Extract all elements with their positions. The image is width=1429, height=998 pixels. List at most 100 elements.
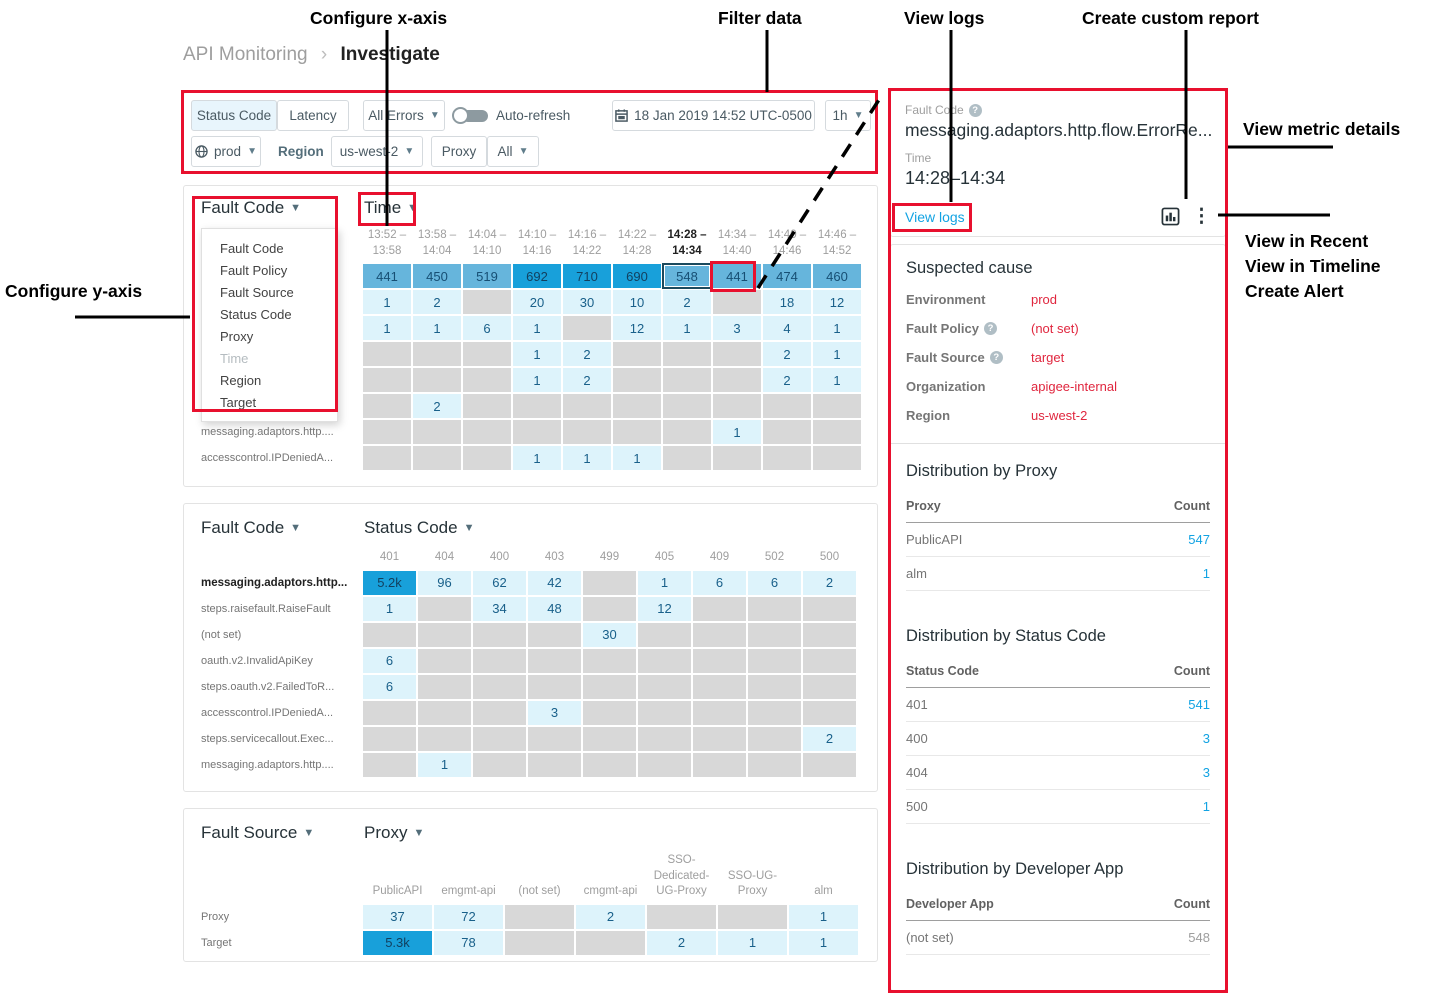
matrix-cell[interactable] — [418, 596, 471, 621]
matrix-cell[interactable] — [803, 700, 856, 725]
distribution-count[interactable]: 1 — [1202, 566, 1210, 581]
matrix-cell[interactable] — [638, 726, 691, 751]
matrix-cell[interactable] — [718, 904, 787, 929]
matrix-cell[interactable] — [613, 394, 661, 419]
matrix-cell[interactable]: 30 — [563, 290, 611, 315]
proxy-filter-dropdown[interactable]: All ▼ — [487, 136, 539, 167]
matrix-cell[interactable] — [748, 726, 801, 751]
matrix-cell[interactable]: 2 — [663, 290, 711, 315]
matrix-cell[interactable] — [583, 596, 636, 621]
matrix-cell[interactable] — [463, 394, 511, 419]
matrix-cell[interactable] — [563, 316, 611, 341]
matrix-cell[interactable] — [513, 394, 561, 419]
matrix-cell[interactable] — [763, 446, 811, 471]
matrix-cell[interactable]: 2 — [647, 930, 716, 955]
y-axis-selector[interactable]: Fault Code ▼ — [201, 518, 301, 538]
menu-item-proxy[interactable]: Proxy — [220, 328, 254, 344]
matrix-cell[interactable]: 6 — [693, 570, 746, 595]
matrix-cell[interactable]: 1 — [613, 446, 661, 471]
x-axis-selector[interactable]: Proxy ▼ — [364, 823, 424, 843]
matrix-cell[interactable] — [363, 420, 411, 445]
matrix-cell[interactable] — [528, 674, 581, 699]
matrix-cell[interactable] — [663, 342, 711, 367]
matrix-cell[interactable] — [713, 446, 761, 471]
matrix-cell[interactable]: 2 — [576, 904, 645, 929]
matrix-cell[interactable] — [583, 648, 636, 673]
matrix-cell[interactable] — [563, 420, 611, 445]
menu-item-fault-policy[interactable]: Fault Policy — [220, 262, 288, 278]
matrix-cell[interactable] — [418, 700, 471, 725]
matrix-cell[interactable] — [528, 648, 581, 673]
matrix-cell[interactable]: 5.3k — [363, 930, 432, 955]
matrix-cell[interactable]: 1 — [563, 446, 611, 471]
matrix-cell[interactable] — [363, 394, 411, 419]
matrix-cell[interactable]: 1 — [663, 316, 711, 341]
matrix-cell[interactable]: 62 — [473, 570, 526, 595]
matrix-cell[interactable] — [693, 752, 746, 777]
matrix-cell[interactable] — [413, 368, 461, 393]
y-axis-selector[interactable]: Fault Source ▼ — [201, 823, 314, 843]
matrix-cell[interactable]: 6 — [463, 316, 511, 341]
matrix-cell[interactable]: 12 — [638, 596, 691, 621]
matrix-cell[interactable] — [803, 648, 856, 673]
matrix-cell[interactable]: 1 — [713, 420, 761, 445]
matrix-cell[interactable]: 441 — [363, 264, 411, 289]
matrix-cell[interactable]: 441 — [713, 264, 761, 289]
matrix-cell[interactable]: 30 — [583, 622, 636, 647]
matrix-cell[interactable] — [418, 726, 471, 751]
matrix-cell[interactable] — [418, 648, 471, 673]
matrix-cell[interactable] — [638, 752, 691, 777]
matrix-cell[interactable]: 690 — [613, 264, 661, 289]
matrix-cell[interactable]: 2 — [803, 570, 856, 595]
matrix-cell[interactable] — [748, 622, 801, 647]
distribution-count[interactable]: 541 — [1188, 697, 1210, 712]
matrix-cell[interactable]: 1 — [363, 596, 416, 621]
matrix-cell[interactable] — [713, 394, 761, 419]
matrix-cell[interactable]: 450 — [413, 264, 461, 289]
datetime-picker[interactable]: 18 Jan 2019 14:52 UTC-0500 — [612, 100, 815, 131]
matrix-cell[interactable] — [647, 904, 716, 929]
matrix-cell[interactable] — [463, 420, 511, 445]
matrix-cell[interactable] — [638, 648, 691, 673]
tab-status-code[interactable]: Status Code — [191, 100, 277, 131]
matrix-cell[interactable]: 1 — [363, 316, 411, 341]
matrix-cell[interactable]: 10 — [613, 290, 661, 315]
matrix-cell[interactable] — [505, 930, 574, 955]
matrix-cell[interactable] — [748, 674, 801, 699]
matrix-cell[interactable] — [663, 420, 711, 445]
proxy-filter-label-box[interactable]: Proxy — [431, 136, 487, 167]
matrix-cell[interactable] — [803, 596, 856, 621]
matrix-cell[interactable] — [693, 596, 746, 621]
matrix-cell[interactable]: 1 — [513, 342, 561, 367]
matrix-cell[interactable] — [763, 420, 811, 445]
matrix-cell[interactable] — [463, 290, 511, 315]
matrix-cell[interactable] — [693, 622, 746, 647]
matrix-cell[interactable] — [613, 420, 661, 445]
matrix-cell[interactable]: 3 — [713, 316, 761, 341]
matrix-cell[interactable]: 20 — [513, 290, 561, 315]
matrix-cell[interactable] — [463, 446, 511, 471]
breadcrumb-section[interactable]: API Monitoring — [183, 44, 308, 65]
matrix-cell[interactable]: 1 — [813, 316, 861, 341]
matrix-cell[interactable] — [663, 446, 711, 471]
matrix-cell[interactable]: 5.2k — [363, 570, 416, 595]
matrix-cell[interactable]: 3 — [528, 700, 581, 725]
matrix-cell[interactable] — [713, 342, 761, 367]
menu-item-target[interactable]: Target — [220, 394, 257, 410]
matrix-cell[interactable]: 2 — [803, 726, 856, 751]
matrix-cell[interactable]: 42 — [528, 570, 581, 595]
matrix-cell[interactable] — [613, 342, 661, 367]
distribution-count[interactable]: 547 — [1188, 532, 1210, 547]
matrix-cell[interactable] — [413, 420, 461, 445]
menu-item-region[interactable]: Region — [220, 372, 262, 388]
matrix-cell[interactable]: 96 — [418, 570, 471, 595]
matrix-cell[interactable] — [748, 596, 801, 621]
matrix-cell[interactable]: 2 — [413, 394, 461, 419]
matrix-cell[interactable]: 48 — [528, 596, 581, 621]
matrix-cell[interactable] — [473, 648, 526, 673]
matrix-cell[interactable] — [473, 674, 526, 699]
matrix-cell[interactable]: 34 — [473, 596, 526, 621]
matrix-cell[interactable]: 2 — [563, 342, 611, 367]
matrix-cell[interactable]: 6 — [363, 674, 416, 699]
matrix-cell[interactable] — [505, 904, 574, 929]
